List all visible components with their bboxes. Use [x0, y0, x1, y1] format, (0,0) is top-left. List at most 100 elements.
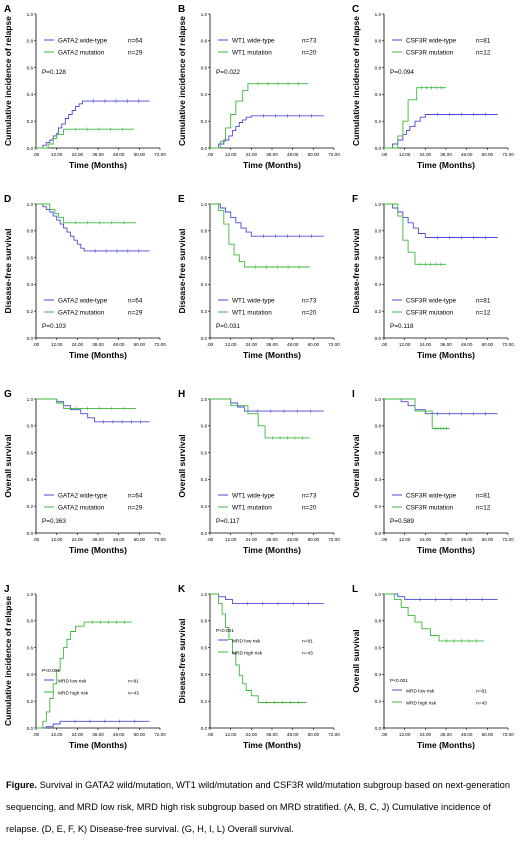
legend-label: GATA2 mutation	[58, 49, 105, 56]
x-tick-label: .00	[33, 732, 40, 737]
x-tick-label: 48.00	[461, 537, 473, 542]
x-tick-label: 60.00	[134, 152, 146, 157]
chart-panel-j: J 0.0 0.2 0.4 0.6 0.8 1.0 .00 12.00 24.00 36.00 48.…	[3, 584, 166, 750]
legend-label: WT1 mutation	[232, 49, 272, 56]
x-axis-title: Time (Months)	[243, 160, 301, 170]
x-tick-label: 72.00	[328, 537, 340, 542]
x-tick-label: 60.00	[308, 732, 320, 737]
x-tick-label: .00	[33, 537, 40, 542]
y-tick-label: 0.6	[375, 450, 382, 455]
x-tick-label: 36.00	[440, 342, 452, 347]
p-value: P=0.103	[42, 323, 66, 330]
legend-label: GATA2 wide-type	[58, 37, 108, 44]
x-axis-title: Time (Months)	[417, 350, 475, 360]
legend-label: CSF3R wide-type	[406, 37, 457, 44]
y-tick-label: 0.6	[201, 450, 208, 455]
y-tick-label: 0.4	[375, 282, 382, 287]
x-tick-label: .00	[207, 342, 214, 347]
x-tick-label: 60.00	[482, 537, 494, 542]
figure-panels: A 0.0 0.2 0.4 0.6 0.8 1.0 .00 12.00 24.00 36.00 48.…	[3, 4, 514, 750]
p-value: P=0.118	[390, 323, 414, 330]
series-line-1	[36, 720, 150, 729]
series-line-2	[36, 128, 135, 149]
p-value: P=0.363	[42, 518, 66, 525]
x-tick-label: 48.00	[113, 152, 125, 157]
series-line-1	[36, 100, 150, 149]
x-tick-label: 60.00	[134, 732, 146, 737]
x-tick-label: .00	[207, 537, 214, 542]
x-tick-label: 72.00	[328, 152, 340, 157]
x-tick-label: 60.00	[134, 537, 146, 542]
y-axis-title: Overall survival	[3, 434, 13, 497]
panel-label: B	[178, 4, 185, 15]
x-tick-label: 48.00	[287, 537, 299, 542]
x-tick-label: 12.00	[51, 732, 63, 737]
series-line-2	[210, 203, 310, 268]
y-tick-label: 0.0	[375, 336, 382, 341]
x-tick-label: 60.00	[308, 537, 320, 542]
x-axis-title: Time (Months)	[69, 545, 127, 555]
x-tick-label: 12.00	[399, 732, 411, 737]
y-tick-label: 0.6	[27, 65, 34, 70]
y-tick-label: 0.0	[27, 336, 34, 341]
y-tick-label: 0.0	[375, 531, 382, 536]
y-tick-label: 0.8	[27, 229, 34, 234]
legend-label: WT1 wide-type	[232, 37, 275, 44]
y-tick-label: 0.0	[201, 531, 208, 536]
legend-n: n=81	[476, 37, 491, 44]
y-tick-label: 0.8	[375, 619, 382, 624]
legend-label: WT1 wide-type	[232, 492, 275, 499]
x-tick-label: 60.00	[482, 152, 494, 157]
series-line-2	[384, 87, 446, 149]
legend-n: n=73	[302, 492, 317, 499]
x-tick-label: 72.00	[328, 732, 340, 737]
y-axis-title: Disease-free survival	[177, 618, 187, 703]
legend-label: CSF3R mutation	[406, 49, 454, 56]
legend-label: CSF3R mutation	[406, 309, 454, 316]
x-tick-label: 48.00	[287, 152, 299, 157]
x-tick-label: 24.00	[420, 342, 432, 347]
x-tick-label: .00	[381, 732, 388, 737]
x-tick-label: 24.00	[72, 732, 84, 737]
y-tick-label: 0.8	[375, 39, 382, 44]
x-tick-label: 36.00	[92, 152, 104, 157]
x-tick-label: 12.00	[399, 537, 411, 542]
y-tick-label: 0.2	[375, 504, 382, 509]
panel-label: C	[352, 4, 359, 15]
y-tick-label: 0.4	[27, 477, 34, 482]
chart-panel-b: B 0.0 0.2 0.4 0.6 0.8 1.0 .00 12.00 24.00 36.00 48.…	[177, 4, 340, 170]
y-tick-label: 0.4	[27, 92, 34, 97]
y-tick-label: 0.4	[375, 672, 382, 677]
legend-label: MRD high risk	[406, 700, 437, 706]
y-tick-label: 0.2	[201, 699, 208, 704]
x-tick-label: 12.00	[399, 342, 411, 347]
series-line-2	[36, 203, 136, 224]
x-tick-label: 48.00	[287, 732, 299, 737]
y-tick-label: 0.4	[27, 672, 34, 677]
x-tick-label: 72.00	[154, 152, 166, 157]
y-tick-label: 0.8	[27, 619, 34, 624]
y-axis-title: Cumulative incidence of relapse	[3, 596, 13, 726]
x-tick-label: 12.00	[51, 342, 63, 347]
legend-label: WT1 mutation	[232, 504, 272, 511]
chart-panel-g: G 0.0 0.2 0.4 0.6 0.8 1.0 .00 12.00 24.00 36.00 48.…	[3, 389, 166, 555]
chart-panel-k: K 0.0 0.2 0.4 0.6 0.8 1.0 .00 12.00 24.00 36.00 48.…	[177, 584, 340, 750]
y-tick-label: 0.4	[375, 92, 382, 97]
y-tick-label: 0.6	[375, 645, 382, 650]
y-tick-label: 0.0	[201, 146, 208, 151]
series-line-2	[210, 398, 310, 439]
x-tick-label: 36.00	[266, 152, 278, 157]
x-tick-label: 72.00	[502, 152, 514, 157]
y-tick-label: 1.0	[375, 397, 382, 402]
legend-n: n=81	[476, 492, 491, 499]
legend-n: n=81	[128, 678, 139, 684]
y-tick-label: 0.8	[27, 424, 34, 429]
x-tick-label: 72.00	[154, 732, 166, 737]
x-tick-label: .00	[381, 152, 388, 157]
x-tick-label: 72.00	[154, 537, 166, 542]
series-line-2	[384, 203, 446, 265]
legend-label: MRD high risk	[232, 650, 263, 656]
series-line-1	[384, 203, 498, 238]
y-tick-label: 0.6	[201, 65, 208, 70]
series-line-2	[36, 621, 133, 729]
